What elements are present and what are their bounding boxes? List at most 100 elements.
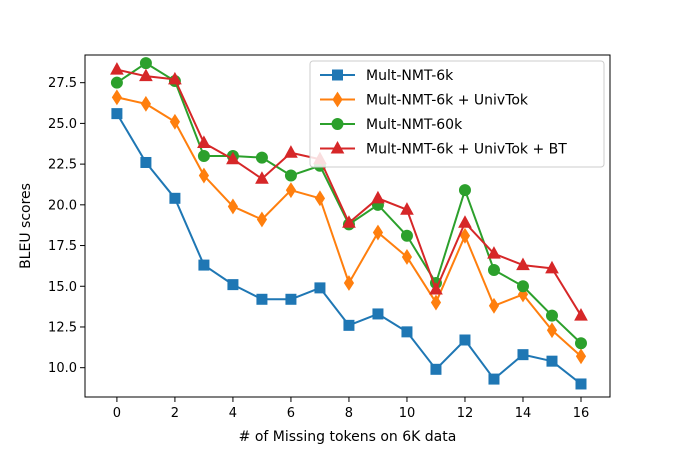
data-point (516, 280, 529, 293)
data-point (574, 337, 587, 350)
data-point (487, 263, 500, 276)
data-point (140, 95, 152, 112)
y-tick-label: 17.5 (48, 239, 77, 254)
x-tick-label: 8 (345, 406, 353, 421)
y-tick-label: 22.5 (48, 158, 77, 173)
legend-box (309, 60, 605, 168)
data-point (284, 169, 297, 182)
y-tick-label: 20.0 (48, 198, 77, 213)
data-point (198, 259, 210, 271)
axes: 0 2 4 6 8 10 12 14 16 10.0 12.5 15.0 17.5 20.0 22.5 25… (18, 54, 611, 445)
data-point (314, 282, 326, 294)
data-point (197, 135, 211, 148)
x-axis-label: # of Missing tokens on 6K data (239, 429, 457, 445)
series-0 (111, 108, 587, 390)
data-point (227, 198, 239, 215)
data-point (429, 281, 443, 295)
data-point (197, 149, 210, 162)
data-point (255, 151, 268, 164)
data-point (256, 293, 268, 305)
legend-marker (331, 118, 344, 130)
data-point (168, 71, 182, 85)
legend-entry: Mult-NMT-6k + UnivTok (320, 91, 529, 109)
legend-entry: Mult-NMT-6k (320, 68, 454, 84)
legend-label: Mult-NMT-6k + UnivTok (366, 93, 529, 109)
data-point (110, 62, 124, 75)
x-tick-label: 14 (515, 406, 532, 421)
y-tick-label: 15.0 (48, 280, 77, 295)
data-point (285, 182, 297, 199)
data-point (256, 211, 268, 228)
legend-entry: Mult-NMT-6k + UnivTok + BT (320, 140, 567, 158)
data-point (458, 184, 471, 197)
x-tick-label: 10 (399, 406, 416, 421)
data-point (226, 151, 240, 165)
y-tick-label: 27.5 (48, 76, 77, 91)
data-point (575, 378, 587, 390)
data-point (371, 190, 385, 204)
y-tick-label: 12.5 (48, 320, 77, 335)
data-point (574, 308, 588, 321)
data-point (285, 293, 297, 305)
data-point (255, 171, 269, 184)
data-point (111, 89, 123, 106)
data-point (546, 322, 558, 339)
data-point (487, 246, 501, 259)
data-point (545, 309, 558, 322)
x-tick-label: 0 (113, 406, 121, 421)
data-point (430, 363, 442, 375)
y-tick-label: 25.0 (48, 117, 77, 132)
data-point (314, 190, 326, 207)
y-tick-label: 10.0 (48, 361, 77, 376)
data-point (545, 260, 559, 274)
data-point (139, 57, 152, 70)
legend-entry: Mult-NMT-60k (320, 117, 463, 133)
data-point (546, 355, 558, 367)
x-tick-label: 16 (573, 406, 590, 421)
legend-marker (332, 69, 343, 81)
data-point (459, 227, 471, 244)
data-point (401, 249, 413, 265)
y-axis-ticks: 10.0 12.5 15.0 17.5 20.0 22.5 25.0 27.5 (48, 76, 85, 376)
data-point (372, 308, 384, 320)
plot-marks (110, 57, 588, 390)
data-point (342, 215, 356, 228)
data-point (516, 257, 530, 271)
legend-label: Mult-NMT-6k (366, 68, 454, 84)
data-point (169, 192, 181, 204)
data-point (110, 76, 123, 89)
data-point (227, 279, 239, 291)
legend-label: Mult-NMT-6k + UnivTok + BT (366, 142, 567, 158)
data-point (372, 224, 384, 241)
data-point (575, 348, 587, 365)
x-axis-ticks: 0 2 4 6 8 10 12 14 16 (113, 397, 590, 421)
data-point (430, 294, 442, 311)
data-point (140, 156, 152, 168)
legend-marker (330, 140, 345, 154)
data-point (111, 108, 123, 120)
x-tick-label: 4 (229, 406, 237, 421)
data-point (169, 113, 181, 130)
x-tick-label: 2 (171, 406, 179, 421)
legend-label: Mult-NMT-60k (366, 117, 463, 133)
data-point (343, 319, 355, 331)
data-point (459, 334, 471, 346)
data-point (343, 275, 355, 291)
x-tick-label: 6 (287, 406, 295, 421)
data-point (488, 297, 500, 314)
legend-marker (332, 91, 343, 108)
data-point (400, 202, 414, 215)
data-point (488, 373, 500, 385)
plot-frame (84, 54, 611, 398)
data-point (400, 229, 413, 242)
data-point (517, 349, 529, 361)
data-point (139, 68, 153, 82)
legend: Mult-NMT-6k Mult-NMT-6k + UnivTok Mult-NMT… (309, 60, 605, 168)
x-tick-label: 12 (457, 406, 474, 421)
data-point (284, 145, 298, 158)
data-point (458, 215, 472, 228)
series-1 (111, 89, 587, 365)
data-point (401, 326, 413, 338)
y-axis-label: BLEU scores (18, 183, 34, 269)
